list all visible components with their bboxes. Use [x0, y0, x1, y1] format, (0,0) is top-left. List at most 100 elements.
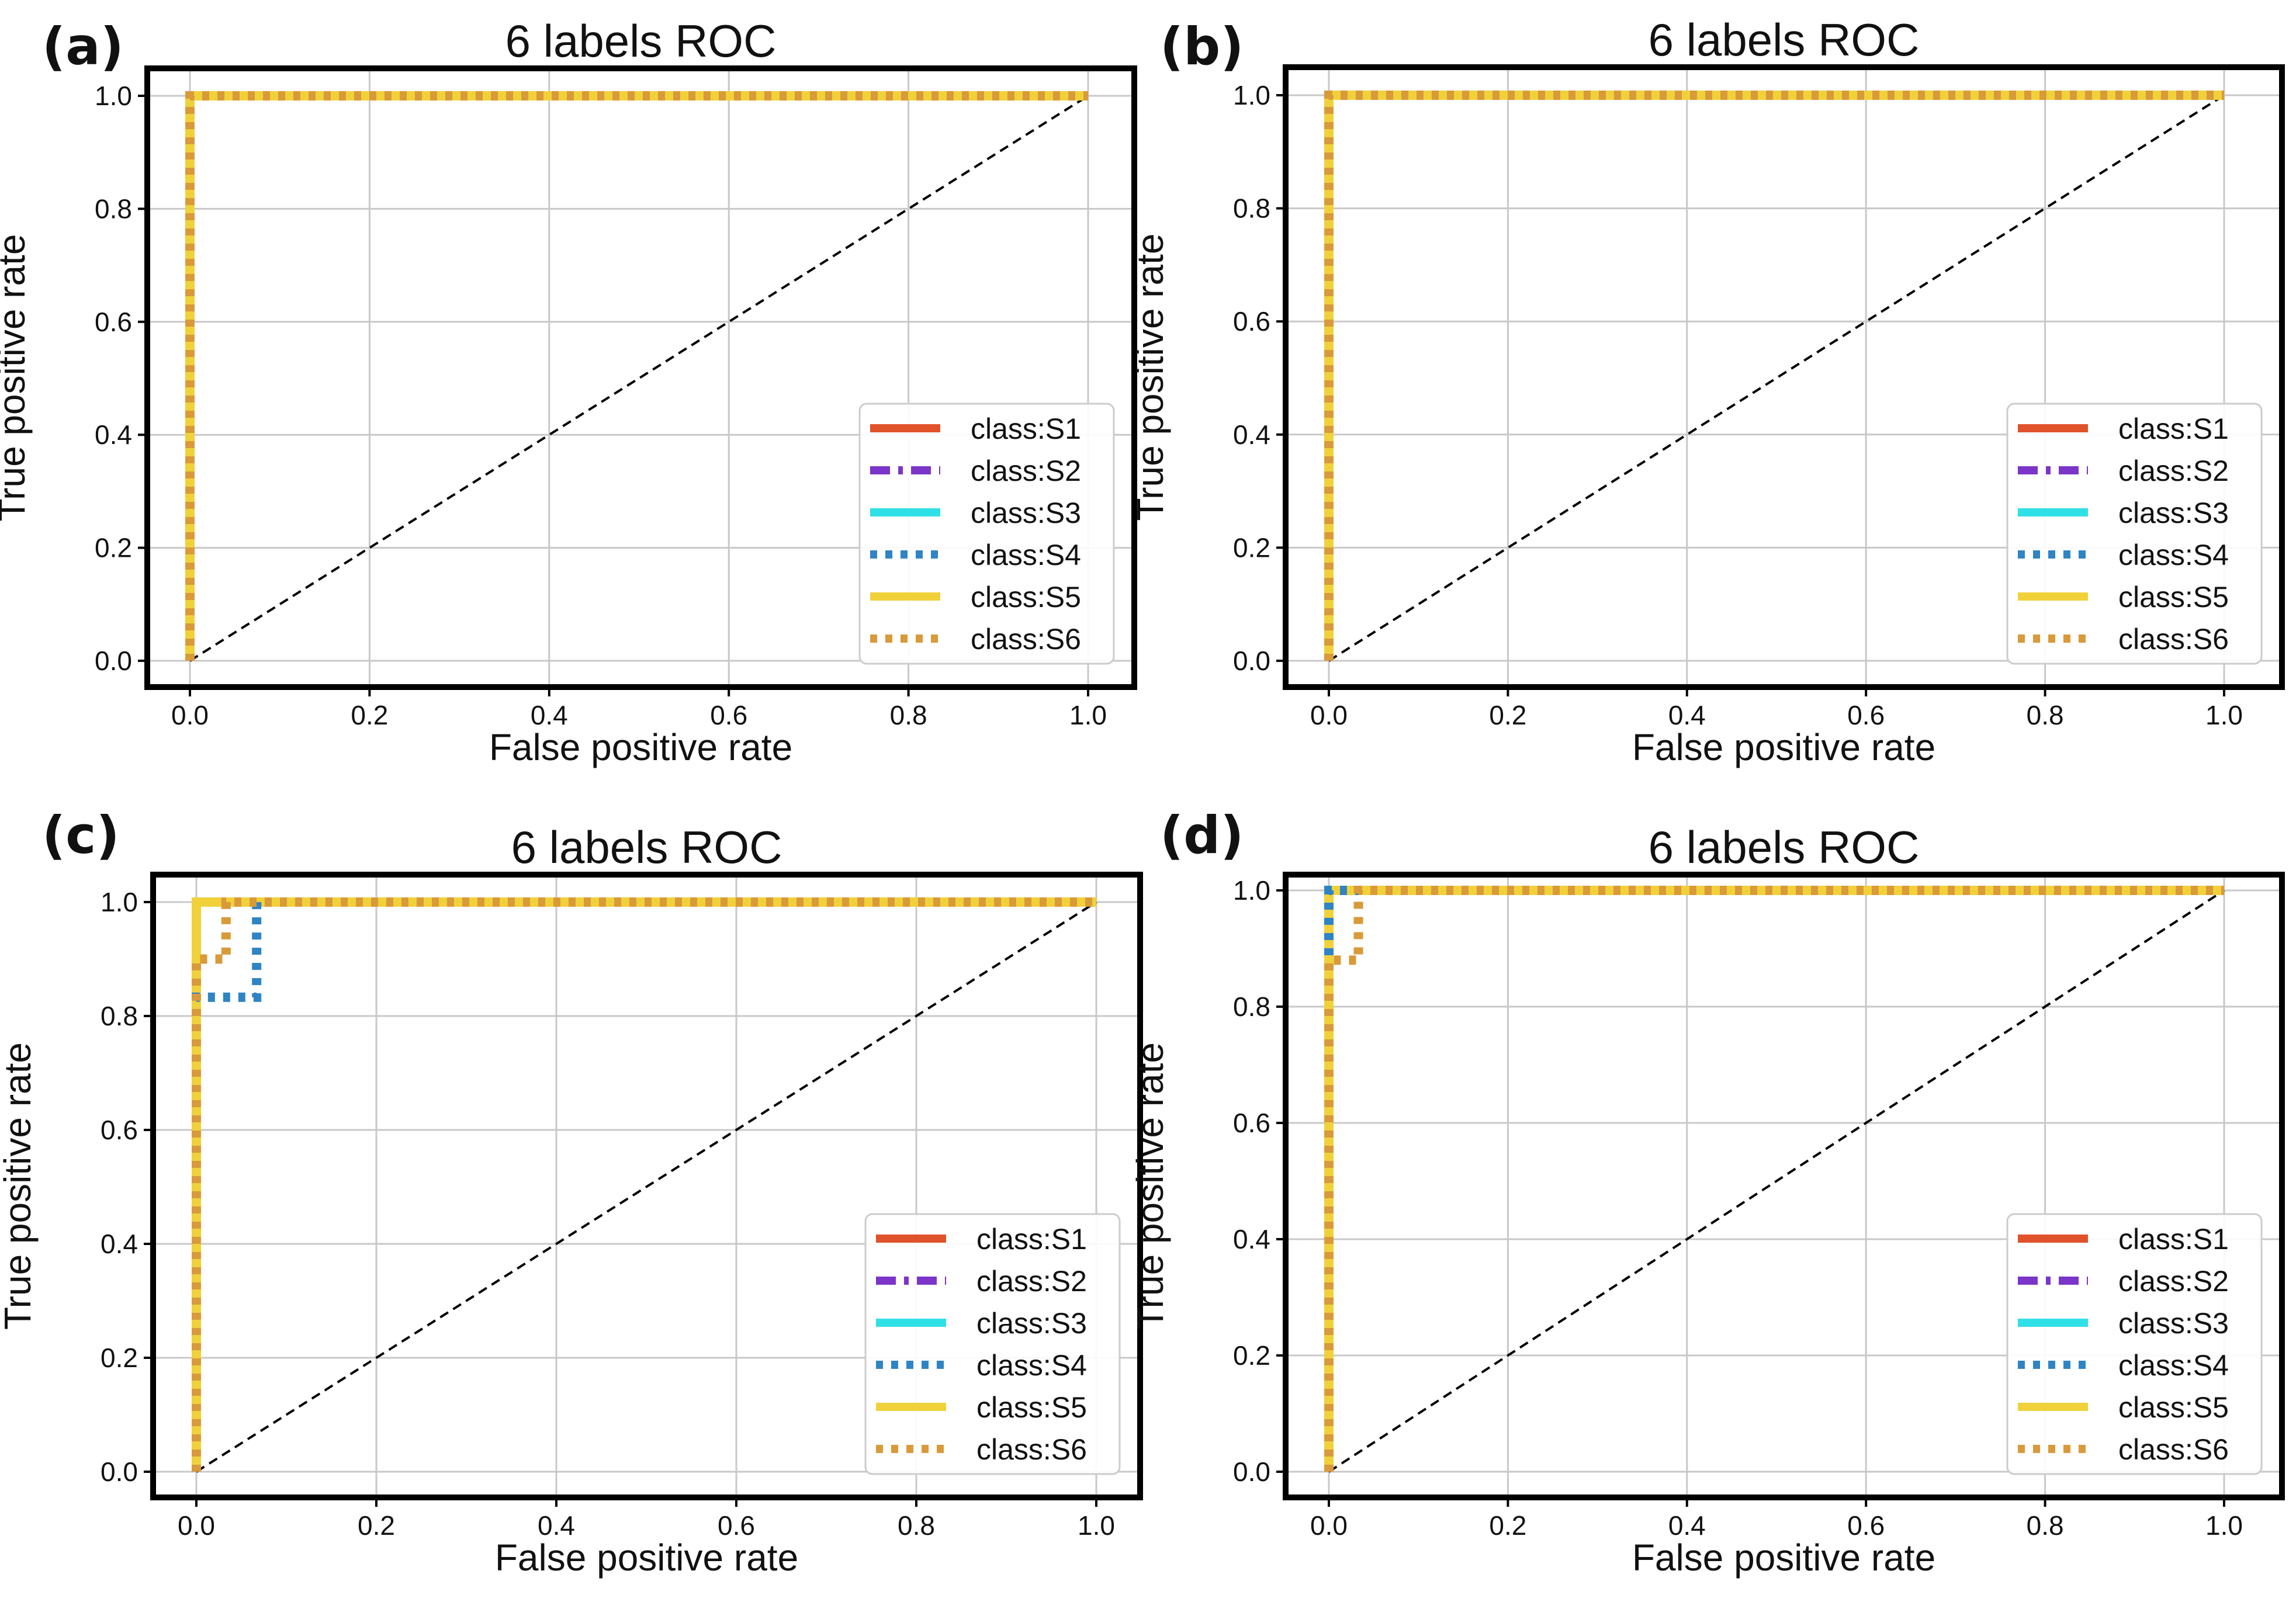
legend-label: class:S1 — [976, 1223, 1087, 1256]
roc-curve-s5 — [192, 897, 1096, 1472]
legend-label: class:S4 — [2118, 539, 2229, 571]
chance-diagonal-line — [195, 901, 1097, 1473]
y-tick-label: 0.8 — [1233, 193, 1270, 224]
x-tick-label: 0.4 — [1668, 1510, 1706, 1541]
legend-label: class:S4 — [971, 539, 1081, 571]
roc-curve-s6 — [1324, 91, 2224, 661]
chart-title: 6 labels ROC — [1649, 14, 1920, 65]
roc-curve-s4 — [1324, 886, 2224, 1472]
y-tick-label: 0.2 — [95, 533, 132, 563]
x-tick-label: 1.0 — [1069, 700, 1107, 730]
y-tick-label: 0.8 — [1233, 991, 1270, 1022]
chart-title: 6 labels ROC — [511, 821, 782, 873]
x-tick-label: 0.2 — [358, 1510, 395, 1541]
y-tick-label: 1.0 — [1233, 875, 1270, 906]
legend-label: class:S2 — [976, 1265, 1087, 1298]
panel-letter: (c) — [42, 805, 120, 865]
panel-letter: (d) — [1160, 805, 1244, 865]
x-tick-label: 1.0 — [1078, 1510, 1115, 1541]
legend-label: class:S6 — [971, 623, 1081, 656]
roc-curve-s4 — [192, 897, 1096, 1472]
y-tick-label: 0.2 — [101, 1343, 138, 1373]
plot-frame — [1283, 64, 2285, 690]
plot-frame — [1283, 872, 2285, 1500]
x-tick-label: 0.4 — [531, 700, 568, 730]
y-tick-label: 0.2 — [1233, 532, 1270, 563]
plot-frame — [144, 65, 1137, 690]
legend-label: class:S1 — [2118, 412, 2229, 445]
legend-label: class:S3 — [976, 1307, 1087, 1340]
legend-label: class:S3 — [2118, 1307, 2229, 1340]
y-tick-label: 0.4 — [1233, 1224, 1270, 1254]
chart-title: 6 labels ROC — [505, 15, 777, 67]
x-tick-label: 0.8 — [890, 700, 927, 730]
roc-panel-b: (b) 6 labels ROC 0.0 0.2 0.4 0.6 0.8 1.0 0.0 0.2 0… — [1129, 14, 2285, 768]
y-tick-label: 0.4 — [95, 419, 132, 450]
x-axis-label: False positive rate — [1632, 726, 1935, 768]
y-tick-label: 0.6 — [1233, 1108, 1270, 1138]
y-tick-label: 1.0 — [1233, 80, 1270, 110]
y-axis-label: True positive rate — [0, 1042, 39, 1330]
legend-label: class:S3 — [971, 497, 1081, 529]
x-axis-label: False positive rate — [1632, 1537, 1935, 1579]
x-axis-label: False positive rate — [495, 1537, 798, 1579]
y-tick-label: 0.4 — [1233, 419, 1270, 450]
x-tick-label: 0.2 — [351, 700, 388, 730]
legend-label: class:S4 — [2118, 1349, 2229, 1382]
y-tick-label: 0.6 — [1233, 306, 1270, 337]
chart-legend: class:S1 class:S2 class:S3 class:S4 class:S5… — [858, 403, 1115, 665]
x-tick-label: 0.8 — [2027, 700, 2064, 730]
legend-label: class:S6 — [976, 1433, 1087, 1466]
panel-letter: (a) — [42, 16, 124, 77]
y-axis-label: True positive rate — [0, 234, 33, 521]
y-axis-label: True positive rate — [1129, 233, 1171, 521]
chart-legend: class:S1 class:S2 class:S3 class:S4 class:S5… — [2006, 1213, 2263, 1475]
x-tick-label: 0.0 — [1310, 1510, 1348, 1541]
roc-panel-a: (a) 6 labels ROC 0.0 0.2 0.4 0.6 0.8 1.0 0.0 0.2 0… — [0, 15, 1137, 768]
legend-label: class:S3 — [2118, 497, 2229, 529]
y-axis-label: True positive rate — [1129, 1042, 1171, 1330]
y-tick-label: 0.0 — [1233, 646, 1270, 676]
legend-label: class:S5 — [2118, 1391, 2229, 1424]
x-tick-label: 0.6 — [1847, 700, 1885, 730]
y-tick-label: 0.0 — [1233, 1457, 1270, 1487]
x-tick-label: 0.6 — [1847, 1510, 1885, 1541]
legend-label: class:S6 — [2118, 623, 2229, 656]
x-tick-label: 0.0 — [171, 700, 209, 730]
panel-letter: (b) — [1160, 16, 1244, 77]
x-tick-label: 0.2 — [1489, 700, 1526, 730]
x-tick-label: 0.8 — [2027, 1510, 2064, 1541]
x-axis-label: False positive rate — [489, 726, 792, 768]
y-tick-label: 0.8 — [101, 1001, 138, 1031]
chart-title: 6 labels ROC — [1649, 821, 1920, 873]
x-tick-label: 0.6 — [718, 1510, 755, 1541]
chart-legend: class:S1 class:S2 class:S3 class:S4 class:S5… — [2006, 403, 2263, 665]
roc-curve-s6 — [185, 91, 1088, 661]
chance-diagonal-line — [189, 95, 1089, 662]
roc-curve-s6 — [1324, 886, 2224, 1472]
legend-label: class:S1 — [971, 412, 1081, 445]
legend-label: class:S5 — [2118, 581, 2229, 613]
x-tick-label: 0.0 — [178, 1510, 215, 1541]
x-tick-label: 0.2 — [1489, 1510, 1526, 1541]
y-tick-label: 0.0 — [101, 1457, 138, 1487]
y-tick-label: 0.6 — [95, 307, 132, 337]
legend-label: class:S5 — [971, 581, 1081, 613]
legend-label: class:S1 — [2118, 1223, 2229, 1256]
chance-diagonal-line — [1328, 889, 2225, 1473]
roc-panel-c: (c) 6 labels ROC 0.0 0.2 0.4 0.6 0.8 1.0 0.0 0.2 0… — [0, 805, 1143, 1579]
y-tick-label: 0.4 — [101, 1229, 138, 1259]
x-tick-label: 0.8 — [898, 1510, 935, 1541]
chart-legend: class:S1 class:S2 class:S3 class:S4 class:S5… — [864, 1213, 1121, 1475]
legend-label: class:S6 — [2118, 1433, 2229, 1466]
x-tick-label: 1.0 — [2205, 700, 2243, 730]
x-tick-label: 1.0 — [2205, 1510, 2243, 1541]
chance-diagonal-line — [1328, 94, 2225, 662]
y-tick-label: 1.0 — [101, 887, 138, 917]
legend-label: class:S4 — [976, 1349, 1087, 1382]
legend-label: class:S2 — [2118, 1265, 2229, 1298]
y-tick-label: 0.2 — [1233, 1340, 1270, 1371]
y-tick-label: 1.0 — [95, 81, 132, 111]
plot-frame — [150, 872, 1143, 1500]
